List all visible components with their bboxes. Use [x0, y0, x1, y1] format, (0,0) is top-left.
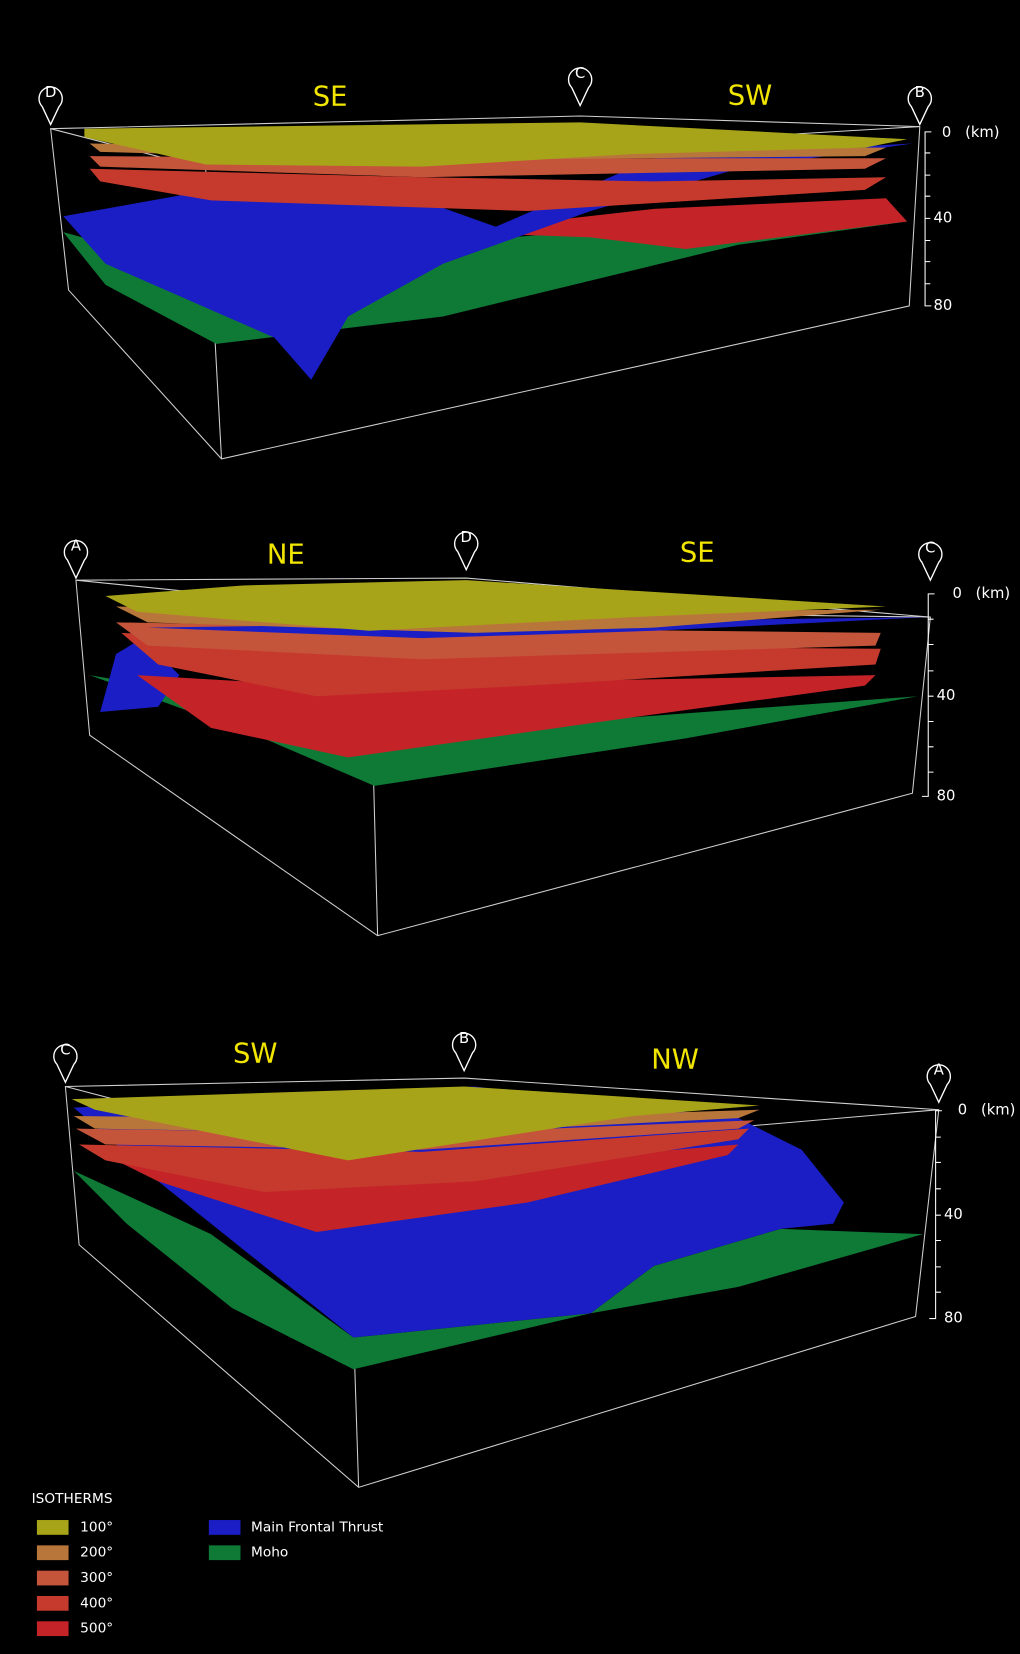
legend-label: 500°	[80, 1621, 113, 1637]
pin-label: D	[461, 529, 472, 546]
legend-title: ISOTHERMS	[32, 1491, 113, 1507]
direction-label: NW	[651, 1045, 699, 1076]
legend-label: 200°	[80, 1545, 113, 1561]
legend-label: 100°	[80, 1519, 113, 1535]
axis-tick-label: 80	[937, 787, 956, 804]
legend-swatch	[37, 1596, 69, 1611]
direction-label: SE	[313, 82, 348, 113]
axis-tick-label: 40	[937, 687, 956, 704]
direction-label: SW	[728, 81, 772, 112]
direction-label: SW	[233, 1038, 277, 1069]
legend-swatch	[209, 1520, 241, 1535]
pin-label: D	[45, 84, 56, 101]
legend-label: Main Frontal Thrust	[251, 1519, 384, 1535]
axis-unit: (km)	[965, 124, 999, 141]
figure: 0 (km) 40 80 D C B SE SW 0 (km) 40 80 A	[0, 0, 1020, 1654]
page: {"panels": [ {"pins": ["D", "C", "B"], "…	[0, 0, 1020, 1654]
legend-swatch	[209, 1545, 241, 1560]
pin-label: B	[915, 84, 925, 101]
axis-tick-label: 0	[942, 124, 951, 141]
axis-tick-label: 0	[952, 585, 961, 602]
pin-label: A	[71, 537, 81, 554]
axis-unit: (km)	[976, 585, 1010, 602]
axis-tick-label: 40	[944, 1206, 963, 1223]
direction-label: NE	[267, 539, 305, 570]
pin-label: C	[60, 1042, 70, 1059]
axis-unit: (km)	[981, 1102, 1015, 1119]
legend-swatch	[37, 1520, 69, 1535]
pin-label: A	[934, 1062, 944, 1079]
axis-tick-label: 40	[934, 209, 953, 226]
legend-label: 400°	[80, 1595, 113, 1611]
legend-swatch	[37, 1621, 69, 1636]
axis-tick-label: 80	[934, 297, 953, 314]
legend-swatch	[37, 1571, 69, 1586]
legend-label: 300°	[80, 1570, 113, 1586]
pin-label: B	[459, 1030, 469, 1047]
pin-label: C	[575, 65, 585, 82]
axis-tick-label: 0	[958, 1102, 967, 1119]
legend-swatch	[37, 1545, 69, 1560]
legend-label: Moho	[251, 1545, 288, 1561]
pin-label: C	[925, 540, 935, 557]
axis-tick-label: 80	[944, 1310, 963, 1327]
direction-label: SE	[680, 537, 715, 568]
